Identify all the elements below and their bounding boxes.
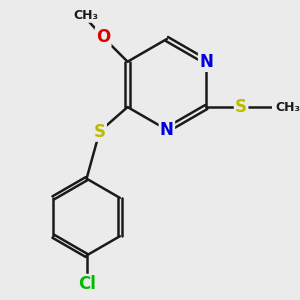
Text: CH₃: CH₃: [73, 9, 98, 22]
Text: O: O: [96, 28, 110, 46]
Text: N: N: [199, 53, 213, 71]
Text: S: S: [94, 122, 106, 140]
Text: S: S: [235, 98, 247, 116]
Text: Cl: Cl: [78, 275, 95, 293]
Text: CH₃: CH₃: [275, 100, 300, 114]
Text: N: N: [160, 121, 174, 139]
